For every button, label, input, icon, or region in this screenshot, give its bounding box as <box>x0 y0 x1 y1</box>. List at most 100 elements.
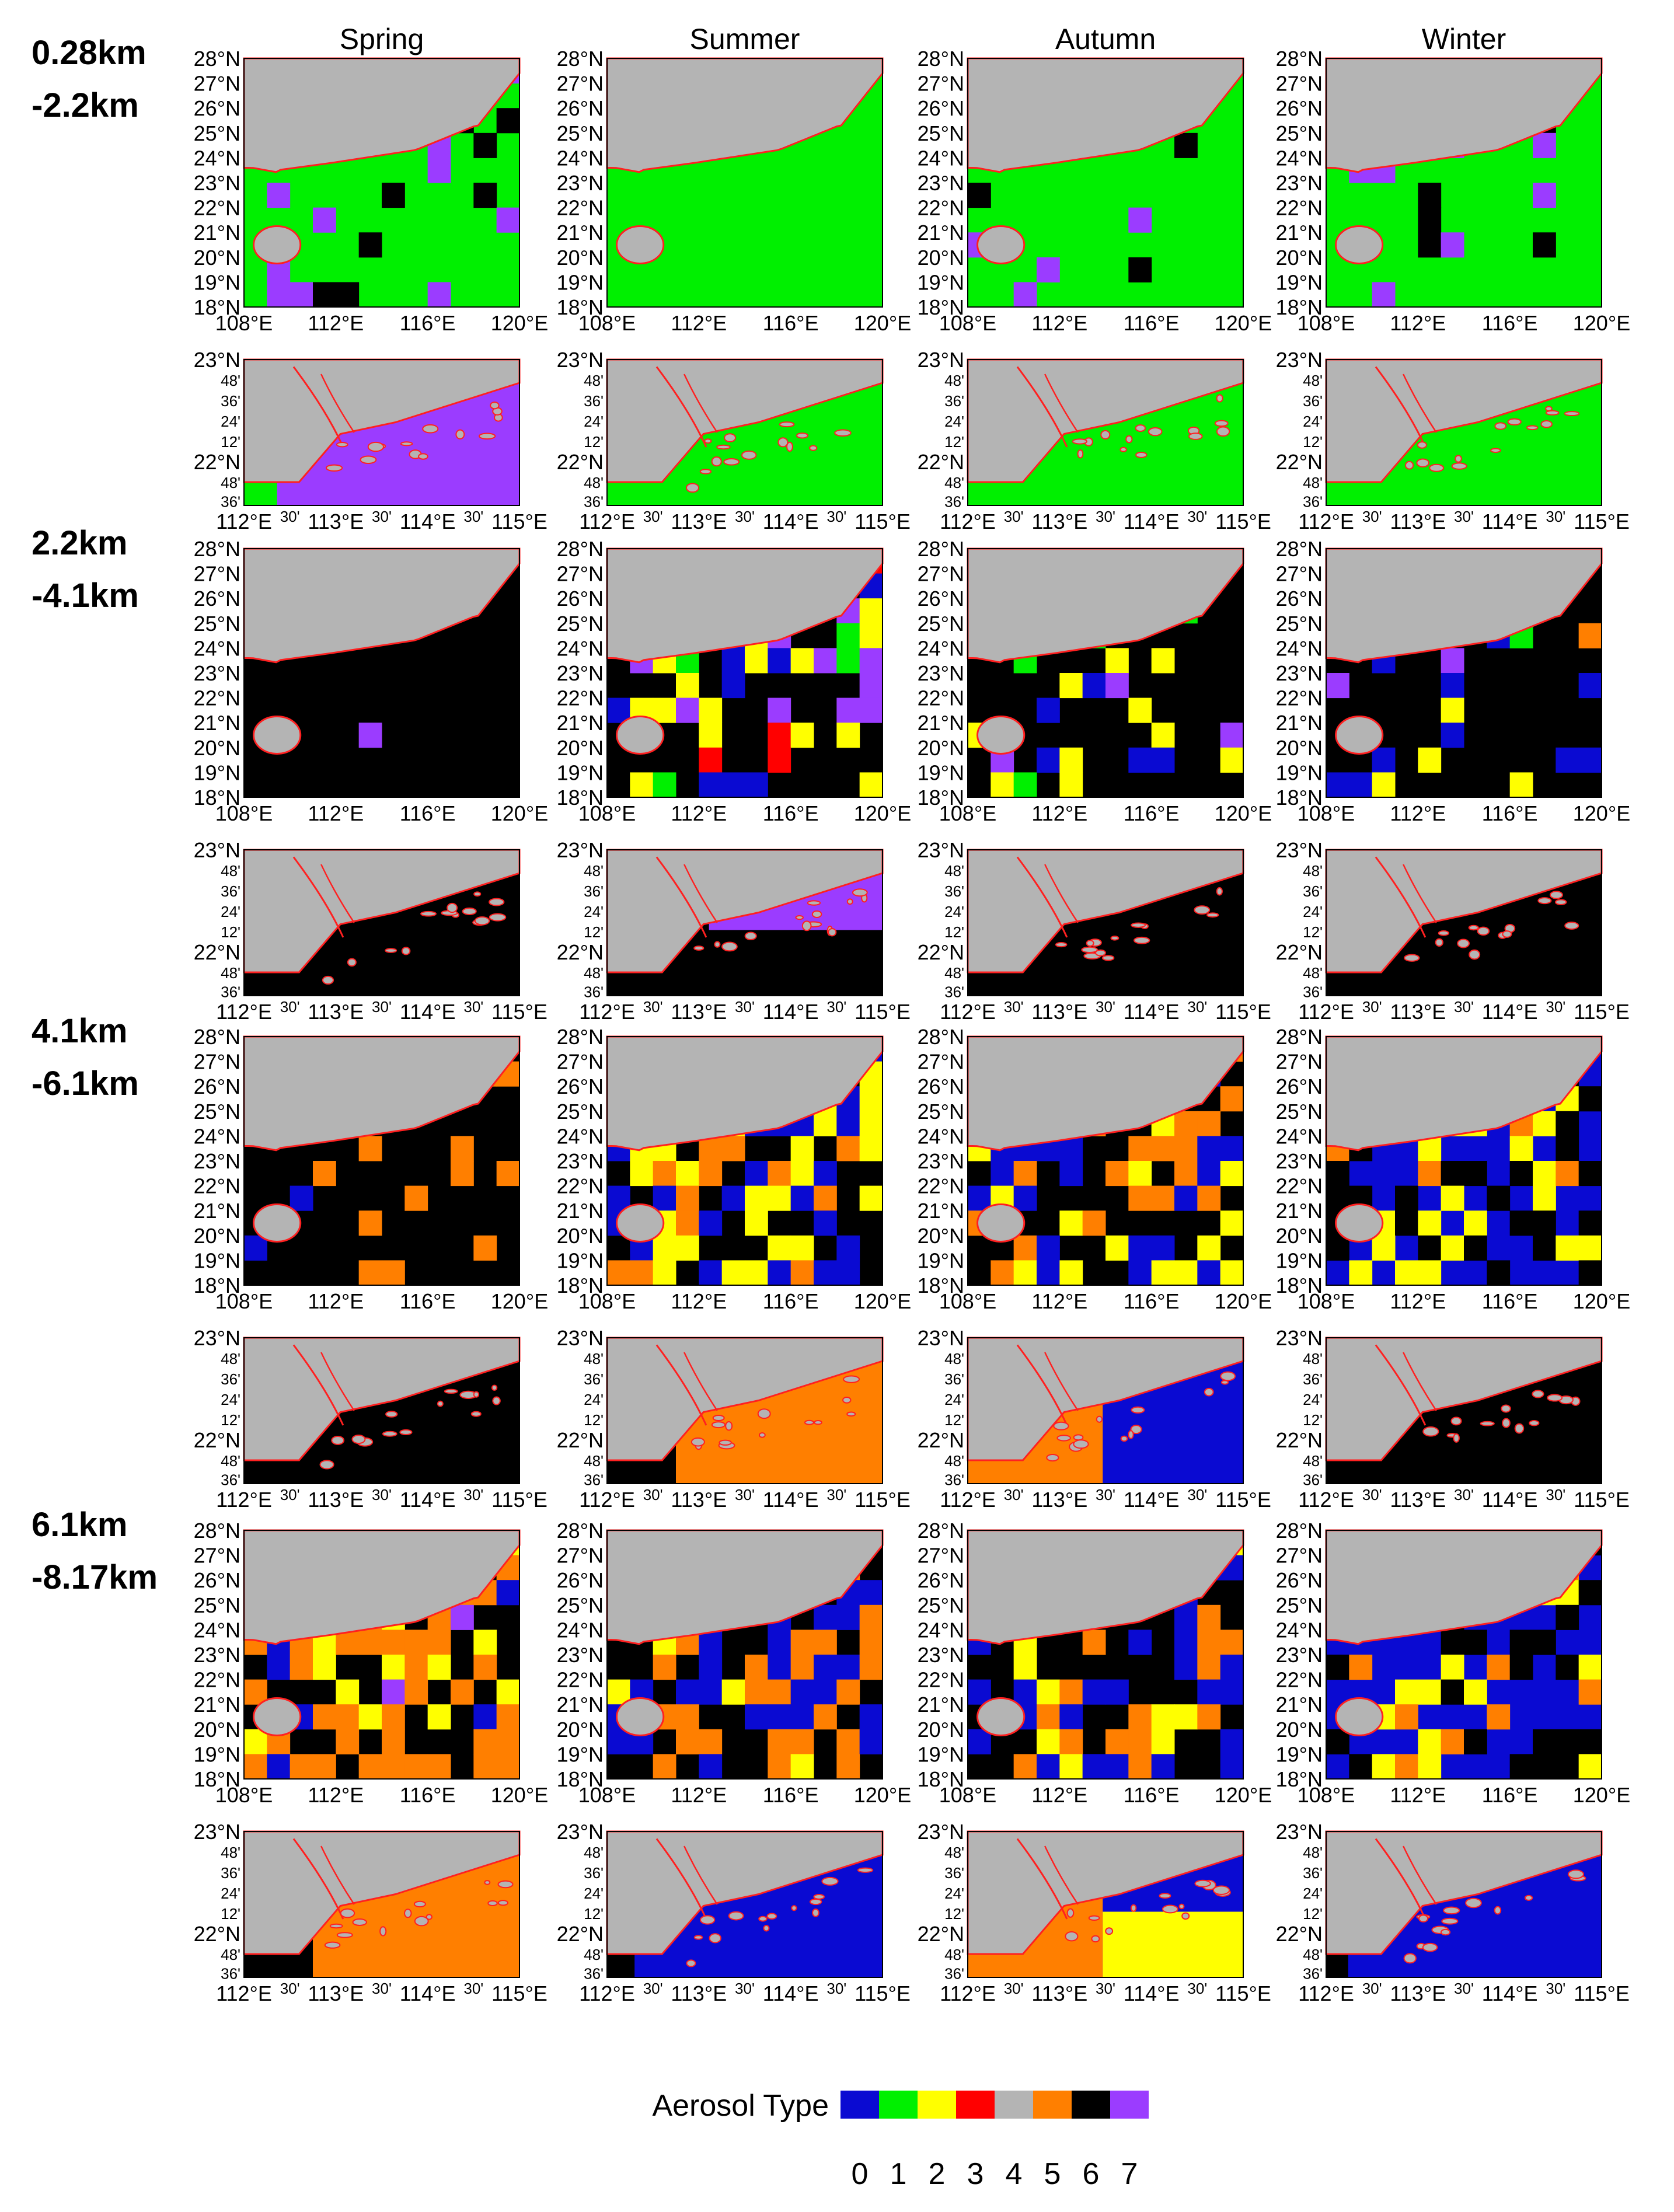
inset-lat-tick-label: 48' <box>584 1844 604 1861</box>
aerosol-cell <box>859 623 883 648</box>
aerosol-cell <box>1151 1754 1175 1780</box>
inset-lon-tick-label: 30' <box>1362 508 1382 525</box>
aerosol-cell <box>859 1086 883 1112</box>
inset-island <box>490 401 500 410</box>
inset-frame <box>606 1831 883 1978</box>
inset-lon-tick-label: 30' <box>372 508 392 525</box>
river-line <box>292 366 344 448</box>
aerosol-cell <box>676 1185 699 1211</box>
lat-tick-label: 20°N <box>918 246 964 270</box>
inset-island <box>1073 1439 1089 1449</box>
lat-tick-label: 24°N <box>918 1618 964 1642</box>
aerosol-cell <box>1128 1136 1152 1161</box>
aerosol-cell <box>473 1630 497 1655</box>
aerosol-cell <box>1082 673 1106 699</box>
inset-lat-tick-label: 24' <box>944 1885 964 1902</box>
lat-tick-label: 28°N <box>918 537 964 561</box>
inset-lat-tick-label: 22°N <box>1276 1922 1323 1946</box>
aerosol-cell <box>1151 723 1175 748</box>
inset-lon-tick-label: 30' <box>372 1980 392 1997</box>
aerosol-cell <box>1556 1604 1579 1630</box>
altitude-label-bottom: -2.2km <box>32 86 139 124</box>
inset-lat-tick-label: 24' <box>944 903 964 920</box>
aerosol-cell <box>814 1704 837 1730</box>
aerosol-cell <box>1082 1754 1106 1780</box>
inset-island <box>487 1900 498 1907</box>
inset-lat-tick-label: 36' <box>221 1370 240 1388</box>
river-line <box>292 856 344 938</box>
map-frame <box>243 548 520 798</box>
inset-lon-tick-label: 113°E <box>1031 1488 1087 1512</box>
aerosol-cell <box>1556 1235 1579 1261</box>
aerosol-cell <box>1326 1655 1349 1680</box>
lat-tick-label: 26°N <box>918 1074 964 1098</box>
aerosol-cell <box>676 1729 699 1754</box>
lat-tick-label: 22°N <box>1276 1668 1323 1692</box>
aerosol-cell <box>1197 1136 1221 1161</box>
aerosol-cell <box>1151 1729 1175 1754</box>
inset-lon-tick-label: 112°E <box>1298 1981 1354 2005</box>
lat-tick-label: 22°N <box>918 1174 964 1198</box>
aerosol-cell <box>768 1185 791 1211</box>
lat-tick-label: 26°N <box>1276 96 1323 120</box>
inset-island <box>712 1414 725 1422</box>
lat-tick-label: 18°N <box>918 1274 964 1297</box>
altitude-label-top: 2.2km <box>32 524 127 562</box>
lat-tick-label: 22°N <box>918 1668 964 1692</box>
aerosol-cell <box>1509 772 1533 798</box>
inset-lon-tick-label: 113°E <box>671 1981 727 2005</box>
lat-tick-label: 19°N <box>918 270 964 294</box>
aerosol-cell <box>790 1136 814 1161</box>
inset-island <box>351 1434 366 1445</box>
land-mass <box>1325 57 1603 173</box>
aerosol-cell <box>358 1210 382 1236</box>
inset-island <box>728 1911 744 1921</box>
inset-island <box>1429 463 1445 472</box>
hainan-island <box>976 1203 1026 1243</box>
inset-island <box>347 958 357 967</box>
aerosol-cell <box>653 1185 676 1211</box>
river-line <box>320 1352 355 1411</box>
inset-lon-tick-label: 30' <box>1187 1980 1207 1997</box>
inset-land <box>967 849 1244 974</box>
inset-lat-tick-label: 36' <box>944 1864 964 1882</box>
inset-island <box>336 1932 353 1938</box>
inset-lon-tick-label: 30' <box>280 1486 300 1503</box>
inset-lat-tick-label: 22°N <box>194 450 240 474</box>
aerosol-cell <box>427 1704 451 1730</box>
aerosol-cell <box>745 1679 768 1705</box>
aerosol-cell <box>1533 132 1556 158</box>
lon-tick-label: 108°E <box>215 1289 273 1313</box>
aerosol-cell <box>768 1679 791 1705</box>
inset-island <box>1110 936 1120 941</box>
lat-tick-label: 21°N <box>1276 221 1323 245</box>
inset-island <box>1403 1953 1417 1964</box>
hainan-island <box>616 1697 665 1736</box>
lat-tick-label: 21°N <box>557 711 604 735</box>
inset-lon-tick-label: 30' <box>1454 1486 1474 1503</box>
inset-island <box>1135 424 1146 432</box>
inset-island <box>1162 1904 1178 1914</box>
inset-lat-tick-label: 36' <box>944 493 964 511</box>
lat-tick-label: 24°N <box>1276 1124 1323 1148</box>
aerosol-cell <box>267 1655 291 1680</box>
lat-tick-label: 28°N <box>1276 1519 1323 1543</box>
aerosol-cell <box>1556 1136 1579 1161</box>
aerosol-cell <box>1128 747 1152 773</box>
aerosol-cell <box>859 1580 883 1606</box>
aerosol-cell <box>1220 1655 1244 1680</box>
aerosol-cell <box>1174 1161 1198 1187</box>
inset-lat-tick-label: 48' <box>221 964 240 982</box>
inset-island <box>1204 1387 1214 1397</box>
inset-island <box>404 1909 412 1918</box>
aerosol-cell <box>1487 1655 1511 1680</box>
inset-island <box>1443 1906 1460 1915</box>
inset-frame <box>1326 1337 1602 1484</box>
aerosol-cell <box>473 183 497 208</box>
lon-tick-label: 112°E <box>1390 311 1446 335</box>
inset-island <box>336 442 348 448</box>
river-line <box>1403 864 1437 923</box>
inset-lon-tick-label: 115°E <box>1215 1488 1271 1512</box>
inset-island <box>1465 1897 1482 1909</box>
inset-lat-tick-label: 48' <box>944 964 964 982</box>
